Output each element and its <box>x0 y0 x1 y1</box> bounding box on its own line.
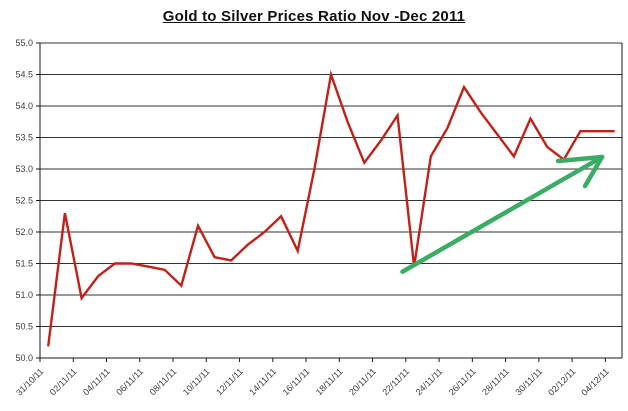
x-axis-label: 04/11/11 <box>81 366 112 397</box>
x-axis-label: 22/11/11 <box>380 366 411 397</box>
x-axis-label: 06/11/11 <box>114 366 145 397</box>
x-axis-label: 18/11/11 <box>314 366 345 397</box>
chart-title: Gold to Silver Prices Ratio Nov -Dec 201… <box>162 8 466 25</box>
x-axis-label: 14/11/11 <box>247 366 278 397</box>
arrow-barb-lower <box>582 154 605 189</box>
trend-arrow <box>400 154 605 274</box>
x-axis-label: 26/11/11 <box>447 366 478 397</box>
y-axis-label: 51.0 <box>15 290 33 300</box>
y-axis-label: 53.5 <box>15 133 33 143</box>
x-axis-label: 24/11/11 <box>414 366 445 397</box>
x-axis-label: 16/11/11 <box>281 366 312 397</box>
x-axis-label: 30/11/11 <box>513 366 544 397</box>
x-axis-label: 20/11/11 <box>347 366 378 397</box>
x-axis-label: 02/11/11 <box>48 366 79 397</box>
x-axis-label: 08/11/11 <box>148 366 179 397</box>
arrow-barb-upper <box>555 154 605 164</box>
y-axis-label: 52.5 <box>15 196 33 206</box>
y-axis-label: 52.0 <box>15 227 33 237</box>
y-axis-label: 51.5 <box>15 259 33 269</box>
price-line <box>47 69 615 347</box>
x-axis-label: 12/11/11 <box>214 366 245 397</box>
y-axis-label: 53.0 <box>15 164 33 174</box>
y-axis-label: 50.5 <box>15 322 33 332</box>
y-axis-label: 50.0 <box>15 353 33 363</box>
y-axis-label: 54.0 <box>15 101 33 111</box>
arrow-shaft <box>400 154 605 274</box>
x-axis-label: 28/11/11 <box>480 366 511 397</box>
y-axis-label: 55.0 <box>15 38 33 48</box>
x-axis-label: 04/12/11 <box>579 366 610 397</box>
y-axis-label: 54.5 <box>15 70 33 80</box>
x-axis-label: 02/12/11 <box>546 366 577 397</box>
x-axis-label: 10/11/11 <box>181 366 212 397</box>
x-axis-label: 31/10/11 <box>14 366 45 397</box>
